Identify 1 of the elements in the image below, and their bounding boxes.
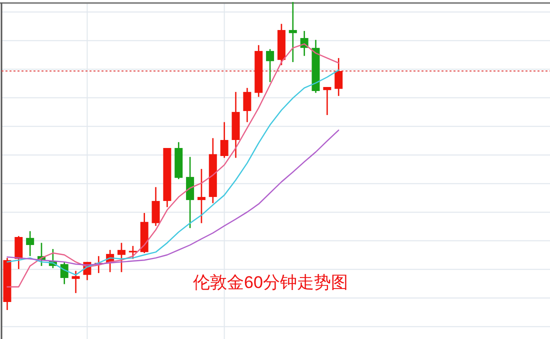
annotation: 伦敦金60分钟走势图 xyxy=(193,273,348,292)
